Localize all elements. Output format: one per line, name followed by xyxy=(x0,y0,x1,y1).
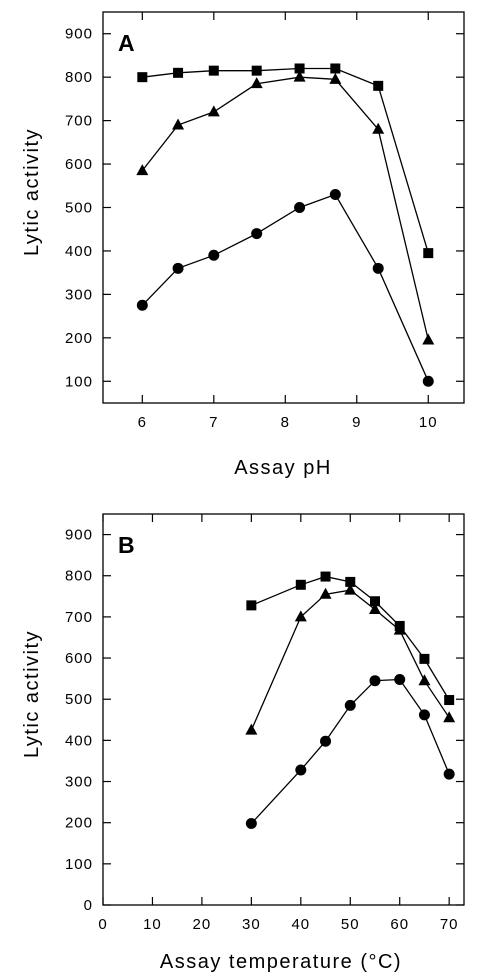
panel-b-triangle-point xyxy=(418,674,431,686)
panel-b-triangle-point xyxy=(319,587,332,599)
panel-a-circle-point xyxy=(251,228,263,240)
panel-a-circle-point xyxy=(372,262,384,274)
panel-a-y-tick-label: 500 xyxy=(65,200,93,217)
panel-b-series-triangle-line xyxy=(250,589,450,731)
panel-b-y-tick-label: 700 xyxy=(65,609,93,626)
panel-b-circle-point xyxy=(320,735,332,747)
panel-a-y-tick-label: 700 xyxy=(65,113,93,130)
panel-b-triangle-point xyxy=(294,610,307,622)
panel-b-square-point xyxy=(444,695,455,706)
panel-a-y-tick-label: 800 xyxy=(65,69,93,86)
panel-b-y-tick-label: 200 xyxy=(65,815,93,832)
panel-b-plot-frame xyxy=(102,513,465,906)
panel-a-triangle-point xyxy=(422,333,435,345)
panel-b-x-tick-label: 10 xyxy=(143,916,162,933)
panel-b-x-tick-label: 60 xyxy=(390,916,409,933)
panel-a-x-tick-label: 10 xyxy=(419,414,438,431)
panel-a-circle-point xyxy=(422,375,434,387)
panel-b-triangle-point xyxy=(344,583,357,595)
panel-a-y-axis-label: Lytic activity xyxy=(21,128,43,256)
panel-a-x-axis-label: Assay pH xyxy=(234,457,332,479)
panel-b-y-tick-label: 800 xyxy=(65,568,93,585)
panel-b-square-point xyxy=(295,579,306,590)
panel-b-y-tick-label: 300 xyxy=(65,774,93,791)
panel-b-triangle-point xyxy=(393,623,406,635)
panel-b-circle-point xyxy=(394,673,406,685)
panel-a-y-tick-label: 900 xyxy=(65,26,93,43)
panel-a-x-tick-label: 8 xyxy=(281,414,290,431)
panel-a-x-tick-label: 9 xyxy=(352,414,361,431)
panel-b-circle-point xyxy=(418,709,430,721)
panel-b-x-tick-label: 0 xyxy=(98,916,107,933)
panel-a-circle-point xyxy=(208,249,220,261)
panel-a-square-point xyxy=(173,67,184,78)
panel-a-y-tick-label: 200 xyxy=(65,330,93,347)
panel-b-square-point xyxy=(369,596,380,607)
panel-a-plot-frame xyxy=(102,11,465,404)
panel-b-y-axis-label: Lytic activity xyxy=(21,630,43,758)
panel-a-triangle-point xyxy=(293,70,306,82)
panel-a-square-point xyxy=(137,72,148,83)
panel-b-y-tick-label: 0 xyxy=(84,897,93,914)
panel-b-y-tick-label: 500 xyxy=(65,691,93,708)
panel-a-y-tick-label: 600 xyxy=(65,156,93,173)
panel-b-square-point xyxy=(246,600,257,611)
panel-a: A Assay pH Lytic activity 6 7 8 9 10 100 200 30… xyxy=(21,11,465,479)
panel-a-triangle-point xyxy=(136,164,149,176)
panel-a-series-triangle-line xyxy=(141,76,429,341)
panel-a-triangle-point xyxy=(372,122,385,134)
panel-b-y-tick-label: 900 xyxy=(65,527,93,544)
panel-b-triangle-point xyxy=(368,602,381,614)
panel-a-x-tick-label: 6 xyxy=(138,414,147,431)
panel-a-triangle-point xyxy=(207,105,220,117)
panel-a-triangle-point xyxy=(172,118,185,130)
panel-b-x-tick-label: 40 xyxy=(291,916,310,933)
panel-a-triangle-point xyxy=(329,72,342,84)
panel-b-triangle-point xyxy=(245,723,258,735)
panel-b-x-axis-label: Assay temperature (°C) xyxy=(160,951,402,973)
panel-b-y-tick-label: 600 xyxy=(65,650,93,667)
panel-a-y-tick-label: 100 xyxy=(65,373,93,390)
panel-a-x-tick-label: 7 xyxy=(209,414,218,431)
panel-a-series-square-line xyxy=(142,67,429,254)
panel-b-circle-point xyxy=(245,818,257,830)
panel-a-square-point xyxy=(208,65,219,76)
panel-a-series-circle-line xyxy=(141,193,429,382)
panel-a-circle-point xyxy=(172,262,184,274)
panel-b-x-tick-label: 50 xyxy=(341,916,360,933)
panel-a-circle-point xyxy=(329,188,341,200)
panel-b-y-tick-label: 100 xyxy=(65,856,93,873)
panel-a-y-tick-label: 300 xyxy=(65,286,93,303)
panel-a-square-point xyxy=(330,63,341,74)
panel-a-square-point xyxy=(251,65,262,76)
panel-b: B Assay temperature (°C) Lytic activity … xyxy=(21,513,465,973)
panel-b-triangle-point xyxy=(443,711,456,723)
panel-b-y-tick-label: 400 xyxy=(65,732,93,749)
panel-b-x-tick-label: 20 xyxy=(193,916,212,933)
panel-a-square-point xyxy=(373,80,384,91)
panel-b-square-point xyxy=(419,653,430,664)
panel-b-square-point xyxy=(345,576,356,587)
panel-b-series-circle-line xyxy=(250,678,450,824)
panel-a-y-tick-label: 400 xyxy=(65,243,93,260)
panel-b-square-point xyxy=(320,571,331,582)
panel-a-label: A xyxy=(118,30,135,56)
panel-b-x-tick-label: 30 xyxy=(242,916,261,933)
panel-b-label: B xyxy=(118,532,135,558)
panel-a-square-point xyxy=(423,248,434,259)
panel-b-series-square-line xyxy=(251,575,450,701)
panel-b-circle-point xyxy=(295,764,307,776)
panel-a-triangle-point xyxy=(250,77,263,89)
panel-b-circle-point xyxy=(344,699,356,711)
panel-b-circle-point xyxy=(369,675,381,687)
panel-a-circle-point xyxy=(294,202,306,213)
panel-b-circle-point xyxy=(443,768,455,780)
panel-b-x-tick-label: 70 xyxy=(440,916,459,933)
panel-a-circle-point xyxy=(136,299,148,311)
panel-a-square-point xyxy=(294,63,305,74)
